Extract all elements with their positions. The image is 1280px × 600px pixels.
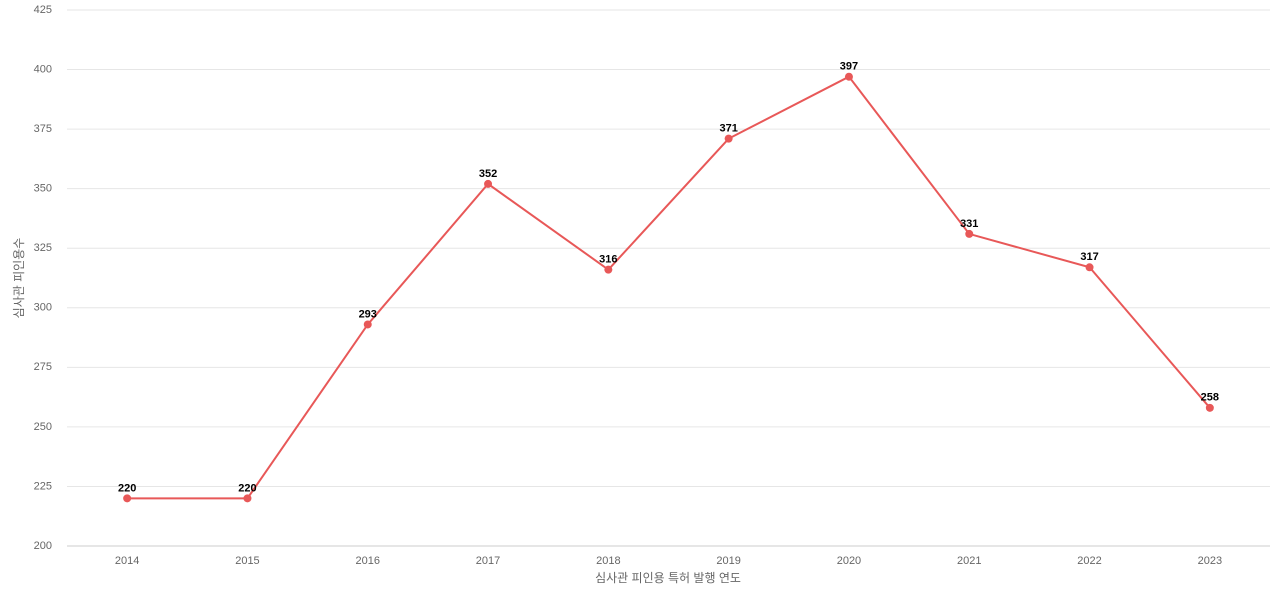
x-tick-label: 2015 <box>235 555 259 567</box>
y-tick-label: 225 <box>34 480 52 492</box>
value-label: 316 <box>599 254 617 266</box>
y-tick-label: 250 <box>34 421 52 433</box>
value-label: 331 <box>960 218 978 230</box>
x-tick-label: 2016 <box>356 555 380 567</box>
x-tick-label: 2023 <box>1198 555 1222 567</box>
y-tick-label: 375 <box>34 123 52 135</box>
y-tick-label: 275 <box>34 361 52 373</box>
y-tick-label: 325 <box>34 242 52 254</box>
value-label: 293 <box>359 308 377 320</box>
value-label: 220 <box>118 482 136 494</box>
x-tick-label: 2021 <box>957 555 981 567</box>
point <box>123 494 132 503</box>
point <box>363 320 372 329</box>
point <box>243 494 252 503</box>
value-label: 352 <box>479 168 497 180</box>
point <box>724 134 733 143</box>
x-tick-label: 2017 <box>476 555 500 567</box>
y-axis-label: 심사관 피인용수 <box>12 238 26 319</box>
y-tick-label: 425 <box>34 4 52 16</box>
x-tick-label: 2014 <box>115 555 139 567</box>
value-label: 220 <box>238 482 256 494</box>
value-label: 317 <box>1080 251 1098 263</box>
point <box>484 179 493 188</box>
point <box>1085 263 1094 272</box>
x-tick-label: 2018 <box>596 555 620 567</box>
point <box>1205 403 1214 412</box>
point <box>965 229 974 238</box>
y-tick-label: 400 <box>34 63 52 75</box>
value-label: 258 <box>1201 392 1219 404</box>
point <box>604 265 613 274</box>
x-tick-label: 2022 <box>1077 555 1101 567</box>
x-tick-label: 2019 <box>716 555 740 567</box>
x-axis-label: 심사관 피인용 특허 발행 연도 <box>595 570 741 585</box>
y-tick-label: 300 <box>34 302 52 314</box>
x-tick-label: 2020 <box>837 555 861 567</box>
value-label: 371 <box>719 123 737 135</box>
point <box>844 72 853 81</box>
value-label: 397 <box>840 61 858 73</box>
y-tick-label: 200 <box>34 540 52 552</box>
y-tick-label: 350 <box>34 183 52 195</box>
line <box>127 75 1211 500</box>
